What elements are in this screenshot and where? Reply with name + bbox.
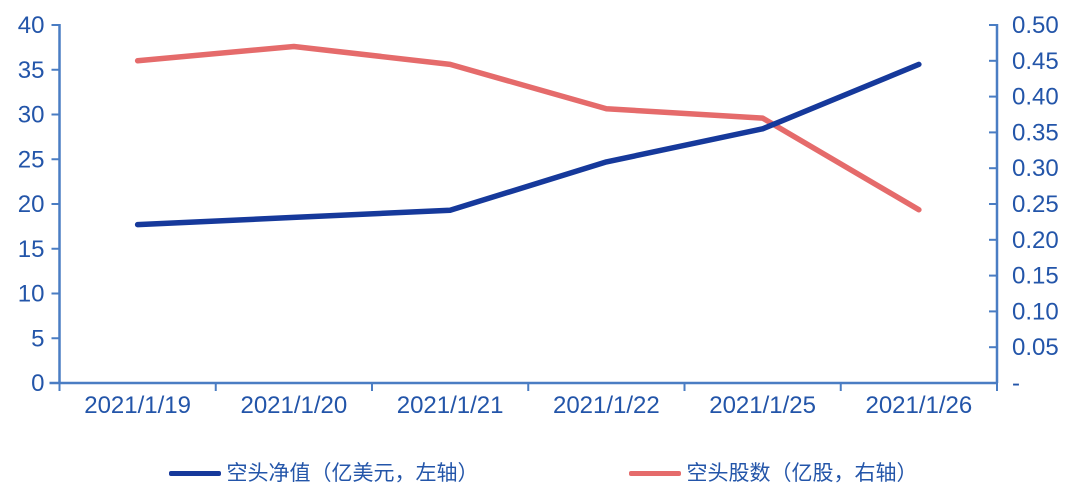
- x-axis-category-label: 2021/1/19: [84, 392, 191, 419]
- legend-label-short-shares: 空头股数（亿股，右轴）: [686, 462, 918, 485]
- right-axis-tick-label: 0.20: [1012, 227, 1059, 254]
- left-axis-tick-label: 15: [18, 236, 45, 263]
- left-axis-tick-label: 10: [18, 281, 45, 308]
- x-axis-category-label: 2021/1/25: [709, 392, 816, 419]
- left-axis-tick-label: 30: [18, 102, 45, 129]
- x-axis-category-label: 2021/1/20: [240, 392, 347, 419]
- right-axis-tick-label: 0.40: [1012, 84, 1059, 111]
- right-axis-tick-label: 0.45: [1012, 48, 1059, 75]
- legend: 空头净值（亿美元，左轴） 空头股数（亿股，右轴）: [0, 463, 1086, 484]
- legend-item-short-net-value: 空头净值（亿美元，左轴）: [168, 462, 479, 485]
- series-line-short-net-value: [134, 61, 922, 228]
- left-axis-tick-label: 5: [31, 325, 44, 352]
- left-axis-tick-label: 35: [18, 57, 45, 84]
- right-axis-tick-label: 0.10: [1012, 298, 1059, 325]
- left-axis-tick-label: 25: [18, 146, 45, 173]
- right-axis-tick-label: 0.05: [1012, 334, 1059, 361]
- x-axis-category-label: 2021/1/21: [397, 392, 504, 419]
- right-axis-tick-label: 0.25: [1012, 191, 1059, 218]
- right-axis-tick-label: 0.35: [1012, 119, 1059, 146]
- x-axis-category-label: 2021/1/26: [865, 392, 972, 419]
- right-axis-tick-label: 0.30: [1012, 155, 1059, 182]
- right-axis-tick-label: 0.50: [1012, 12, 1059, 39]
- left-axis-tick-label: 20: [18, 191, 45, 218]
- legend-line-swatch-blue: [168, 471, 221, 476]
- x-axis-category-label: 2021/1/22: [553, 392, 660, 419]
- left-axis-tick-label: 40: [18, 12, 45, 39]
- left-axis-tick-label: 0: [31, 370, 44, 397]
- series-line-short-shares: [134, 43, 922, 213]
- legend-line-swatch-red: [628, 471, 681, 476]
- right-axis-tick-label: 0.15: [1012, 263, 1059, 290]
- legend-label-short-net-value: 空头净值（亿美元，左轴）: [226, 462, 479, 485]
- legend-item-short-shares: 空头股数（亿股，右轴）: [628, 462, 918, 485]
- right-axis-tick-label: -: [1012, 370, 1020, 397]
